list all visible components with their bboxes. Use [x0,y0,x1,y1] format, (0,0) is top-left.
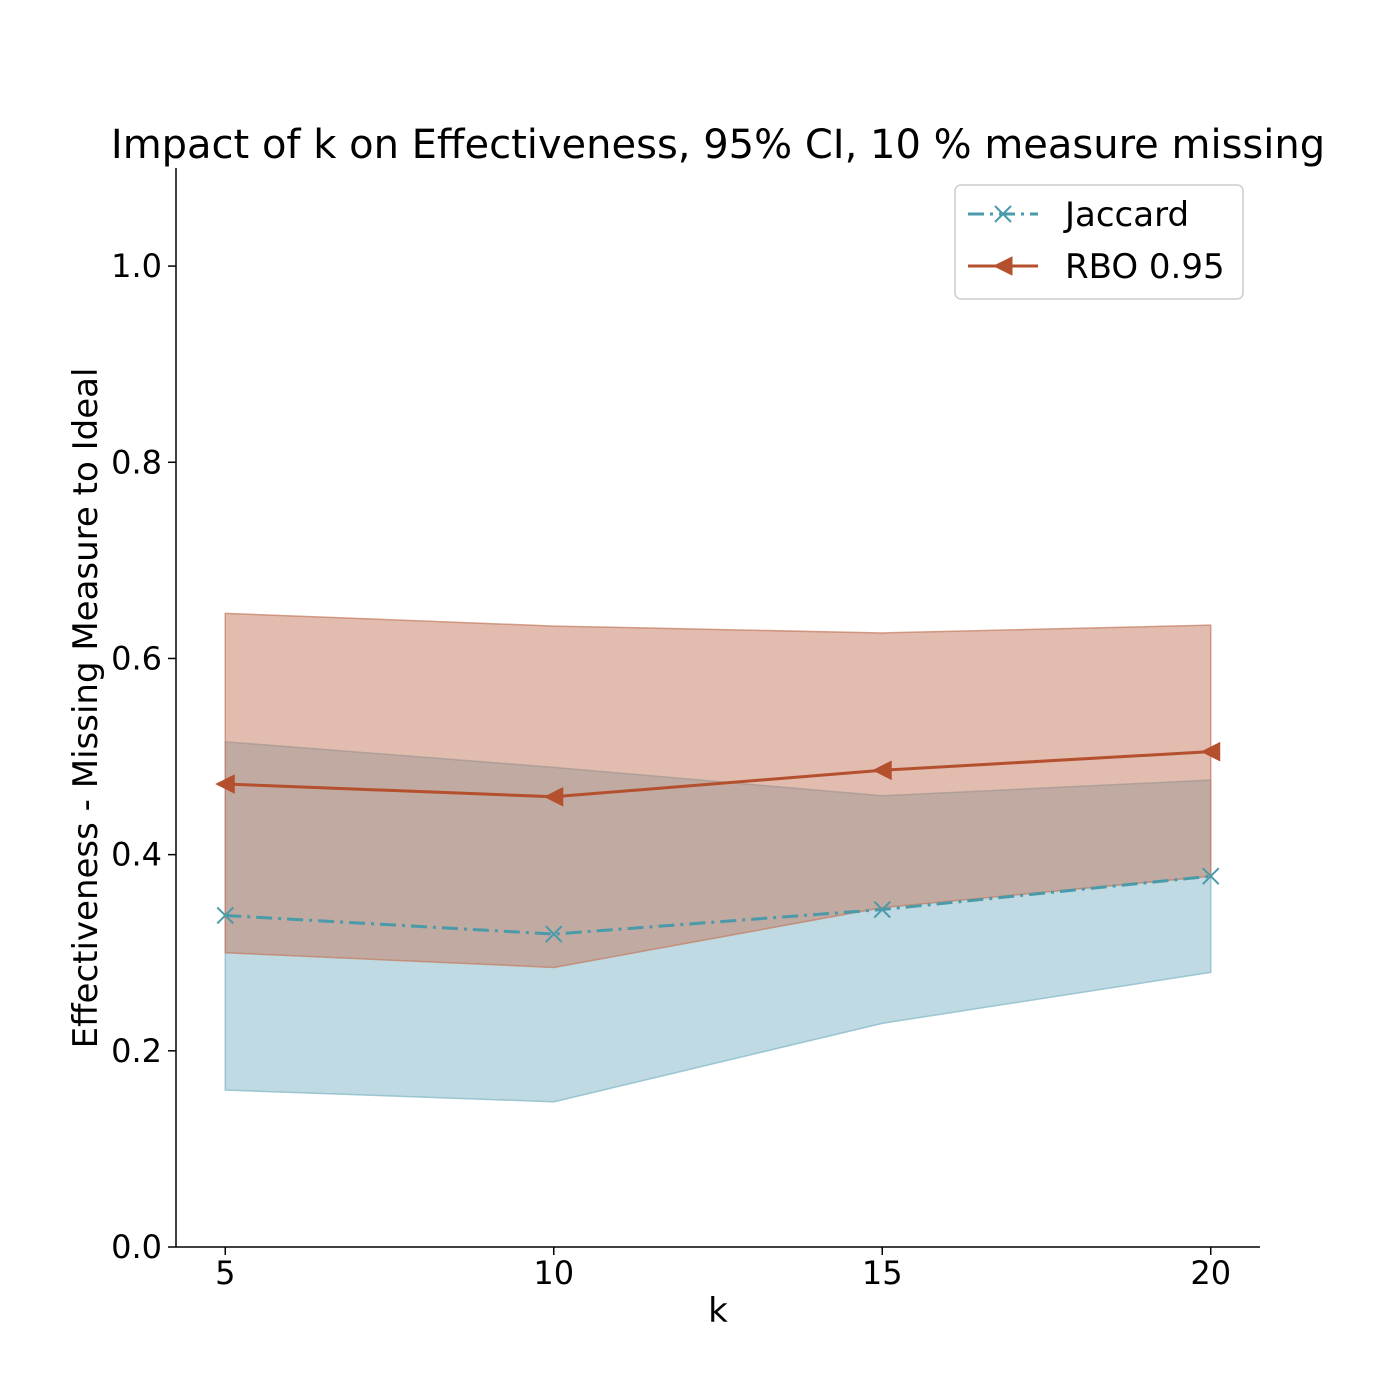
x-tick-label: 10 [533,1254,574,1292]
legend-label-jaccard: Jaccard [1063,195,1189,235]
data-point-jaccard [545,925,563,943]
y-tick-label: 1.0 [111,247,162,285]
x-tick-label: 5 [215,1254,235,1292]
y-tick-label: 0.6 [111,639,162,677]
series-line-rbo-0-95 [225,750,1211,799]
y-tick-label: 0.4 [111,836,162,874]
x-tick-label: 15 [862,1254,903,1292]
y-tick-label: 0.8 [111,443,162,481]
series-markers [215,741,1221,943]
legend: Jaccard RBO 0.95 [954,184,1244,300]
confidence-bands [224,612,1212,1103]
data-point-jaccard [873,900,891,919]
data-point-jaccard [216,906,234,925]
data-point-jaccard [1202,867,1220,885]
x-tick-label: 20 [1190,1254,1231,1292]
data-point-rbo-0-95 [872,760,892,781]
data-point-rbo-0-95 [543,786,564,807]
y-axis-label: Effectiveness - Missing Measure to Ideal [66,368,106,1049]
legend-marker-rbo-0-95 [992,256,1013,276]
series-lines [225,750,1211,936]
legend-label-rbo-0-95: RBO 0.95 [1065,247,1225,287]
data-point-rbo-0-95 [215,774,235,794]
data-point-rbo-0-95 [1200,741,1221,762]
y-tick-label: 0.0 [111,1228,162,1266]
legend-box [954,184,1244,300]
series-line-jaccard [225,874,1211,936]
x-axis-ticks: 5 10 15 20 [215,1247,1231,1292]
legend-marker-jaccard [994,205,1012,223]
y-tick-label: 0.2 [111,1032,162,1070]
y-axis-ticks: 0.0 0.2 0.4 0.6 0.8 1.0 [111,247,176,1266]
chart-title: Impact of k on Effectiveness, 95% CI, 10… [111,122,1325,168]
x-axis-label: k [708,1291,728,1331]
